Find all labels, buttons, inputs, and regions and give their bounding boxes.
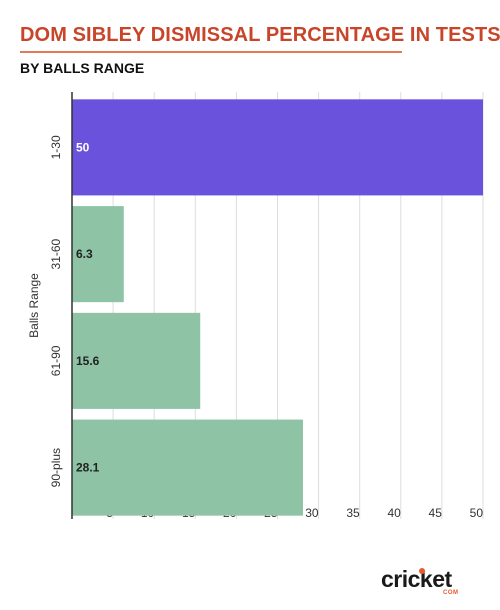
y-category-label: 1-30 bbox=[49, 135, 63, 159]
chart-subtitle: BY BALLS RANGE bbox=[20, 60, 145, 76]
bar-value-label: 15.6 bbox=[76, 354, 100, 368]
x-tick-label: 50 bbox=[470, 506, 484, 520]
bar-value-label: 28.1 bbox=[76, 461, 100, 475]
cricket-com-logo: cricket COM bbox=[381, 566, 476, 596]
y-category-label: 90-plus bbox=[49, 448, 63, 487]
logo-domain: COM bbox=[443, 590, 459, 596]
bar-value-label: 50 bbox=[76, 140, 90, 154]
chart-title: DOM SIBLEY DISMISSAL PERCENTAGE IN TESTS bbox=[20, 24, 500, 46]
x-tick-label: 40 bbox=[387, 506, 401, 520]
x-tick-label: 35 bbox=[346, 506, 360, 520]
title-underline bbox=[20, 51, 402, 53]
y-category-label: 31-60 bbox=[49, 238, 63, 269]
logo-wordmark: cricket bbox=[381, 566, 452, 592]
bar-90-plus bbox=[72, 419, 303, 516]
y-axis-title: Balls Range bbox=[27, 273, 41, 338]
bar-1-30 bbox=[72, 99, 483, 196]
bar-61-90 bbox=[72, 312, 201, 409]
y-category-label: 61-90 bbox=[49, 345, 63, 376]
logo-dot-icon bbox=[419, 568, 425, 574]
x-tick-label: 45 bbox=[429, 506, 443, 520]
bar-31-60 bbox=[72, 206, 124, 303]
x-tick-label: 30 bbox=[305, 506, 319, 520]
bar-value-label: 6.3 bbox=[76, 247, 93, 261]
